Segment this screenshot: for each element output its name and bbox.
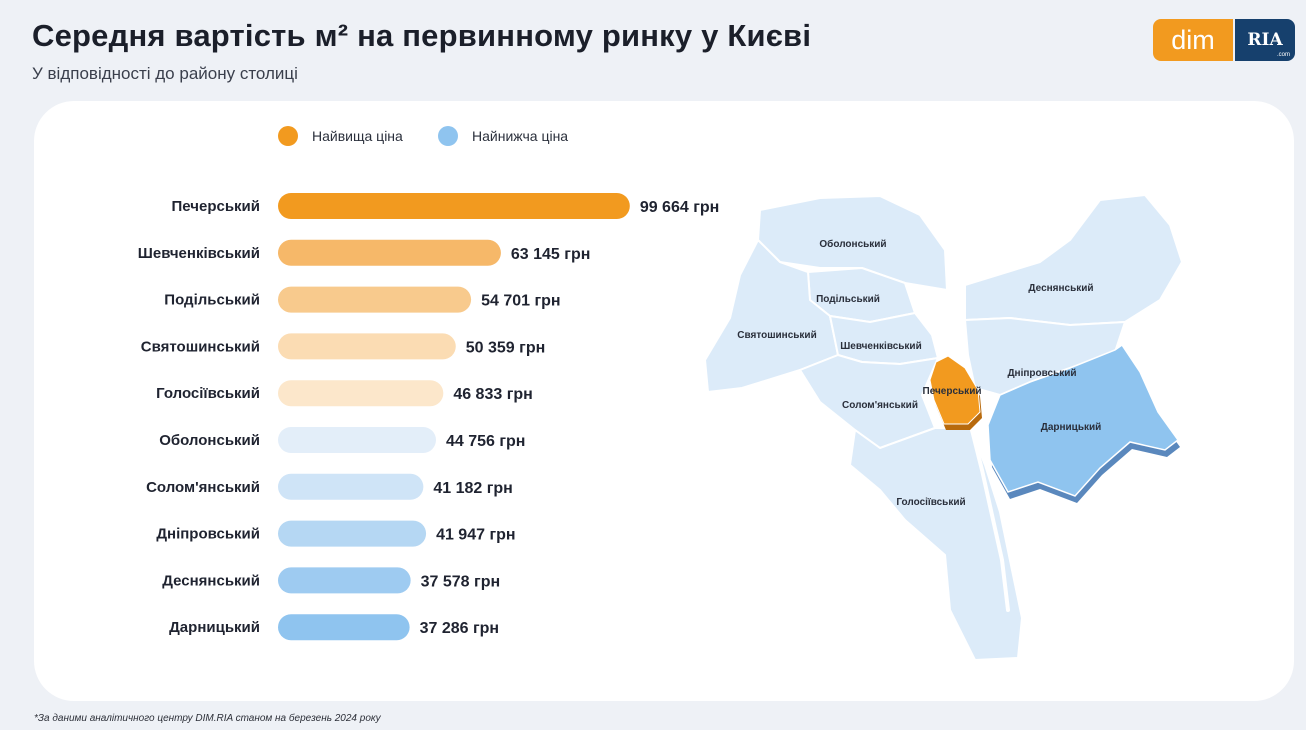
map-district-pecherskyi [929,355,981,425]
category-label: Солом'янський [146,479,260,496]
category-label: Дарницький [169,619,260,636]
legend-label-lowest: Найнижча ціна [472,128,569,144]
logo-ria-text: RIA [1247,30,1283,50]
map-label-solomianskyi: Солом'янський [842,400,918,411]
bar [278,193,630,219]
map-label-dniprovskyi: Дніпровський [1007,368,1076,379]
map-district-darnytskyi [987,343,1180,497]
value-label: 99 664 грн [640,199,719,216]
map-label-sviatoshynskyi: Святошинський [737,330,816,341]
bar [278,567,411,594]
category-label: Деснянський [162,572,260,589]
bar [278,427,436,453]
value-label: 37 578 грн [421,573,500,590]
value-label: 44 756 грн [446,433,525,450]
value-label: 50 359 грн [466,339,545,356]
logo-dim: dim [1153,19,1233,61]
value-label: 41 182 грн [433,480,512,497]
map-label-podilskyi: Подільський [816,294,880,305]
logo-ria: RIA .com [1235,19,1295,61]
map-district-solomianskyi [799,354,939,449]
map-label-desnianskyi: Деснянський [1028,283,1093,294]
legend-dot-highest [278,126,298,146]
category-label: Шевченківський [138,245,260,262]
value-label: 63 145 грн [511,246,590,263]
value-label: 37 286 грн [420,620,499,637]
bar [278,380,444,407]
footnote: *За даними аналітичного центру DIM.RIA с… [34,713,381,724]
value-label: 46 833 грн [453,386,532,403]
map-label-pecherskyi: Печерський [923,386,982,397]
bar [278,520,427,547]
legend-item-highest: Найвища ціна [278,126,403,146]
bar [278,473,424,500]
category-label: Оболонський [159,432,260,449]
category-label: Печерський [172,198,260,215]
legend-item-lowest: Найнижча ціна [438,126,568,146]
map-label-obolonskyi: Оболонський [819,238,886,250]
dim-ria-logo[interactable]: dim RIA .com [1153,19,1295,61]
legend-dot-lowest [438,126,458,146]
map-label-shevchenkivskyi: Шевченківський [840,341,921,352]
bar [278,239,501,266]
value-label: 54 701 грн [481,293,560,310]
legend-label-highest: Найвища ціна [312,128,403,144]
page-subtitle: У відповідності до району столиці [32,64,298,83]
bar [278,614,410,641]
bar [278,333,456,360]
category-label: Подільський [164,292,260,309]
category-label: Дніпровський [156,526,260,543]
page-title: Середня вартість м² на первинному ринку … [32,18,812,53]
category-label: Святошинський [141,338,260,355]
value-label: 41 947 грн [436,527,515,544]
logo-ria-dotcom: .com [1276,52,1290,58]
bar [278,286,472,313]
category-label: Голосіївський [156,385,260,402]
map-label-darnytskyi: Дарницький [1041,422,1102,433]
map-label-holosiivskyi: Голосіївський [896,497,965,508]
map-district-desnianskyi [964,194,1183,326]
